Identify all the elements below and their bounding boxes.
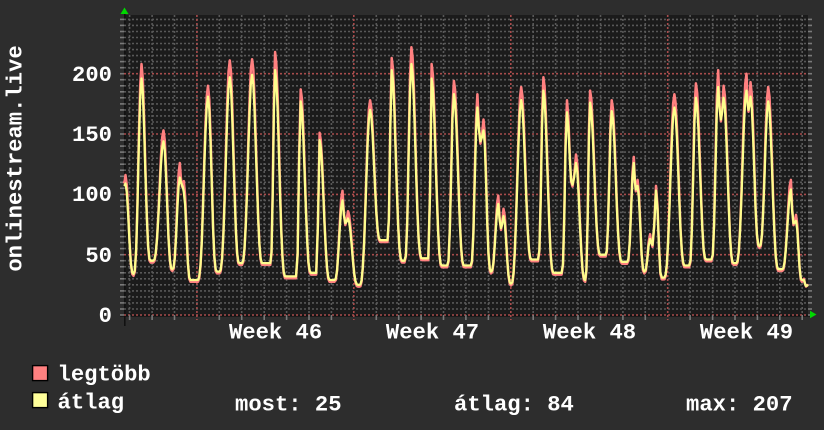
svg-text:most: 25: most: 25 [235,393,342,418]
svg-text:Week 46: Week 46 [229,321,322,346]
svg-text:50: 50 [85,244,112,269]
svg-text:átlag: átlag [58,391,125,416]
svg-text:0: 0 [99,304,112,329]
svg-text:Week 49: Week 49 [700,321,793,346]
svg-text:legtöbb: legtöbb [58,363,151,388]
svg-text:onlinestream.live: onlinestream.live [4,45,29,271]
svg-text:Week 48: Week 48 [543,321,636,346]
svg-text:100: 100 [72,183,112,208]
svg-text:átlag: 84: átlag: 84 [454,393,574,418]
svg-text:Week 47: Week 47 [386,321,479,346]
svg-text:150: 150 [72,123,112,148]
svg-text:200: 200 [72,63,112,88]
svg-text:max: 207: max: 207 [686,393,793,418]
